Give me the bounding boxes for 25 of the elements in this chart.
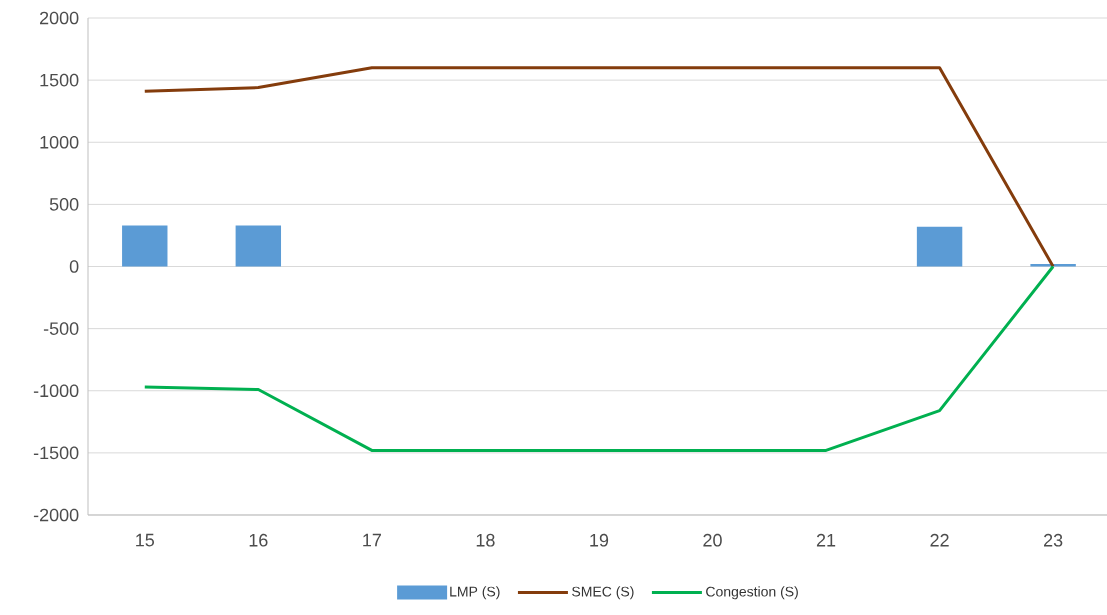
x-tick-label: 15 [136,533,155,547]
legend-label: Congestion (S) [706,586,798,600]
legend-label: SMEC (S) [572,586,634,600]
x-tick-label: 20 [703,533,722,547]
y-tick-label: -2000 [33,508,79,522]
y-tick-label: -500 [43,322,79,335]
y-tick-label: 500 [49,198,79,211]
y-tick-label: 1000 [40,135,79,149]
x-tick-label: 21 [816,533,836,547]
y-tick-label: -1500 [33,446,79,460]
x-tick-label: 16 [249,533,268,547]
y-tick-label: 0 [69,260,79,273]
x-tick-label: 23 [1044,533,1063,547]
x-tick-label: 17 [363,533,381,547]
bar [916,226,963,267]
x-tick-label: 18 [476,533,495,547]
x-tick-label: 19 [590,533,609,547]
y-tick-label: 1500 [40,73,79,87]
legend-label: LMP (S) [450,586,500,600]
bar [235,225,282,267]
y-tick-label: -1000 [33,384,79,398]
bar [1030,264,1076,267]
x-tick-label: 22 [930,533,949,547]
y-tick-label: 2000 [40,11,79,25]
bar [122,225,168,267]
